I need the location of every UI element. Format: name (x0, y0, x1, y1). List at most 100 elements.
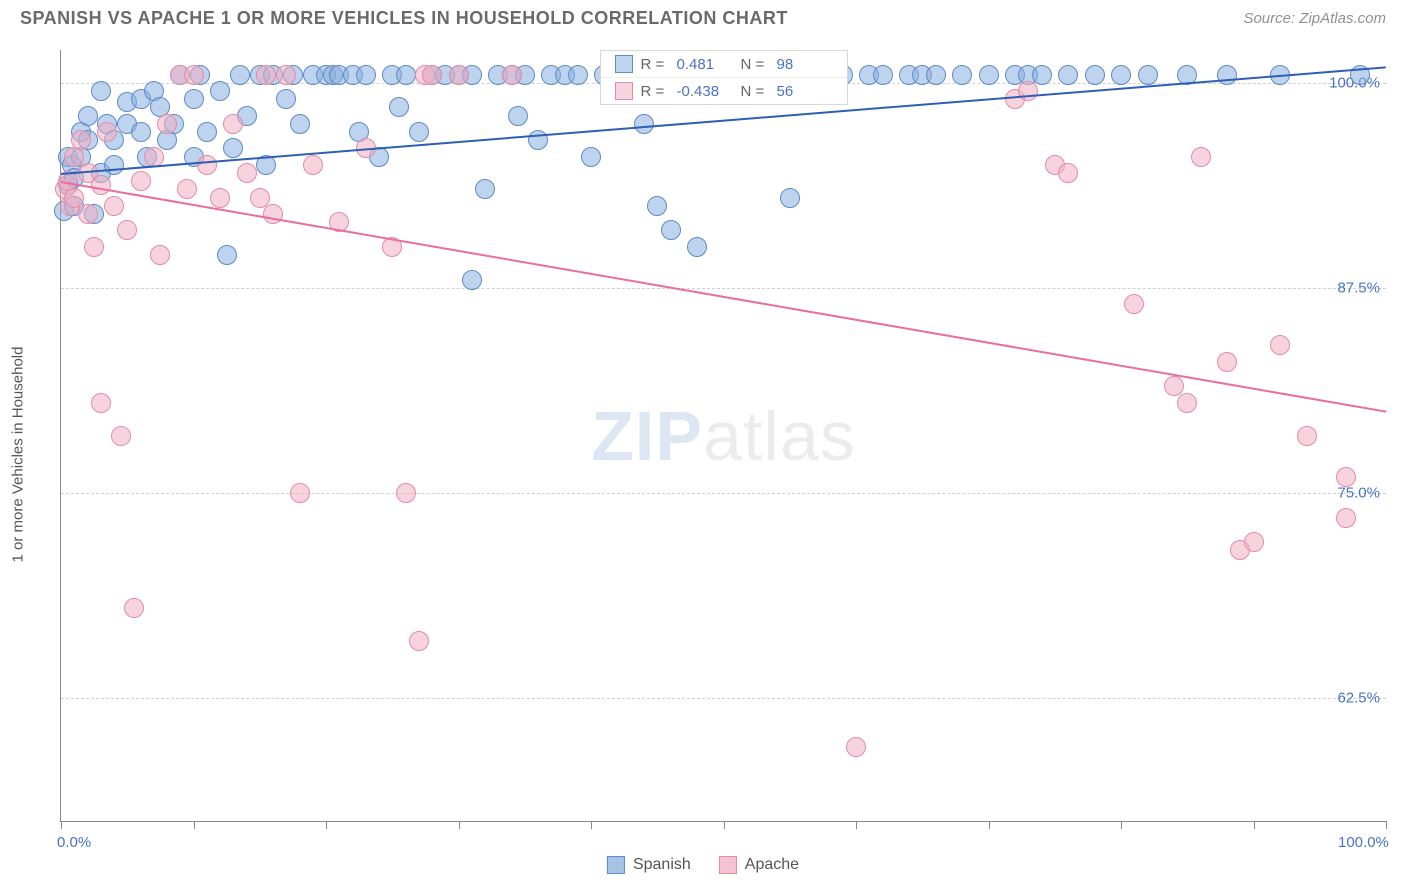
data-point (396, 65, 416, 85)
x-tick (459, 821, 460, 829)
correlation-legend: R = 0.481 N = 98R = -0.438 N = 56 (600, 50, 848, 105)
legend-label: Spanish (633, 856, 691, 874)
data-point (223, 114, 243, 134)
data-point (1138, 65, 1158, 85)
data-point (78, 204, 98, 224)
legend-row: R =-0.438N =56 (601, 78, 847, 104)
data-point (568, 65, 588, 85)
data-point (581, 147, 601, 167)
legend-r-value: -0.438 (677, 83, 733, 100)
data-point (846, 737, 866, 757)
x-tick (326, 821, 327, 829)
data-point (409, 122, 429, 142)
y-tick-label: 75.0% (1337, 484, 1380, 501)
data-point (111, 426, 131, 446)
data-point (230, 65, 250, 85)
data-point (462, 270, 482, 290)
x-tick (724, 821, 725, 829)
x-tick (61, 821, 62, 829)
x-tick (856, 821, 857, 829)
data-point (1111, 65, 1131, 85)
legend-item: Apache (719, 856, 799, 874)
data-point (276, 89, 296, 109)
x-tick (989, 821, 990, 829)
data-point (1244, 532, 1264, 552)
data-point (91, 81, 111, 101)
y-tick-label: 87.5% (1337, 279, 1380, 296)
data-point (1191, 147, 1211, 167)
data-point (303, 155, 323, 175)
data-point (926, 65, 946, 85)
legend-n-label: N = (741, 83, 769, 100)
data-point (131, 171, 151, 191)
data-point (647, 196, 667, 216)
data-point (290, 483, 310, 503)
data-point (91, 175, 111, 195)
x-tick-label: 100.0% (1338, 834, 1389, 851)
data-point (177, 179, 197, 199)
data-point (157, 114, 177, 134)
data-point (290, 114, 310, 134)
data-point (1270, 335, 1290, 355)
legend-r-label: R = (641, 56, 669, 73)
data-point (634, 114, 654, 134)
x-tick-label: 0.0% (57, 834, 91, 851)
data-point (144, 147, 164, 167)
y-axis-label: 1 or more Vehicles in Household (10, 347, 27, 563)
chart-area: 62.5%75.0%87.5%100.0%0.0%100.0% ZIPatlas… (60, 50, 1386, 822)
data-point (184, 65, 204, 85)
legend-item: Spanish (607, 856, 691, 874)
data-point (508, 106, 528, 126)
data-point (422, 65, 442, 85)
legend-n-value: 56 (777, 83, 833, 100)
legend-label: Apache (745, 856, 799, 874)
data-point (104, 196, 124, 216)
data-point (150, 245, 170, 265)
data-point (104, 155, 124, 175)
legend-n-label: N = (741, 56, 769, 73)
data-point (91, 393, 111, 413)
data-point (1177, 393, 1197, 413)
data-point (979, 65, 999, 85)
data-point (449, 65, 469, 85)
data-point (1085, 65, 1105, 85)
data-point (1297, 426, 1317, 446)
data-point (210, 81, 230, 101)
data-point (396, 483, 416, 503)
data-point (1336, 467, 1356, 487)
data-point (1058, 65, 1078, 85)
data-point (502, 65, 522, 85)
data-point (71, 130, 91, 150)
data-point (687, 237, 707, 257)
legend-swatch (615, 55, 633, 73)
gridline (61, 288, 1386, 289)
data-point (1058, 163, 1078, 183)
data-point (131, 122, 151, 142)
data-point (356, 65, 376, 85)
data-point (223, 138, 243, 158)
data-point (217, 245, 237, 265)
legend-n-value: 98 (777, 56, 833, 73)
chart-title: SPANISH VS APACHE 1 OR MORE VEHICLES IN … (20, 8, 788, 29)
data-point (184, 89, 204, 109)
gridline (61, 698, 1386, 699)
data-point (1018, 81, 1038, 101)
x-tick (194, 821, 195, 829)
data-point (389, 97, 409, 117)
legend-r-value: 0.481 (677, 56, 733, 73)
data-point (84, 237, 104, 257)
legend-swatch (607, 856, 625, 874)
data-point (256, 65, 276, 85)
data-point (1336, 508, 1356, 528)
legend-row: R = 0.481 N = 98 (601, 51, 847, 78)
data-point (780, 188, 800, 208)
data-point (197, 155, 217, 175)
data-point (475, 179, 495, 199)
data-point (1217, 352, 1237, 372)
data-point (237, 163, 257, 183)
data-point (276, 65, 296, 85)
x-tick (1121, 821, 1122, 829)
legend-swatch (615, 82, 633, 100)
gridline (61, 493, 1386, 494)
series-legend: Spanish Apache (607, 856, 799, 874)
